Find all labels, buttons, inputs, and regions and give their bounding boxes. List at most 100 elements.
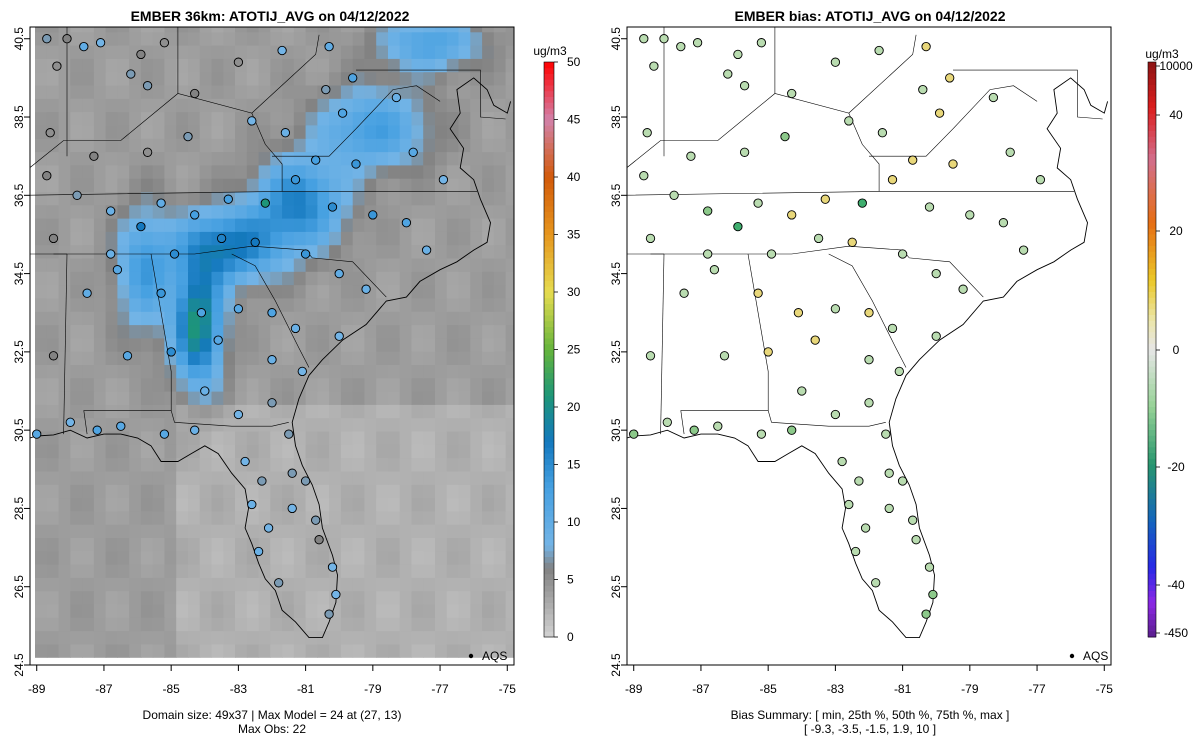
model-cell xyxy=(235,577,248,592)
model-cell xyxy=(458,257,471,272)
model-cell xyxy=(352,430,366,445)
model-cell xyxy=(352,58,366,73)
model-cell xyxy=(340,564,354,578)
bias-site xyxy=(847,237,857,247)
model-cell xyxy=(70,138,83,153)
model-cell xyxy=(176,590,189,605)
model-cell xyxy=(270,470,283,485)
x-tick-label: -81 xyxy=(297,682,315,696)
state-border xyxy=(170,410,289,427)
model-cell xyxy=(505,430,514,445)
model-cell xyxy=(58,457,71,472)
colorbar-segment xyxy=(544,453,554,460)
model-cell xyxy=(352,271,366,286)
model-cell xyxy=(317,430,330,445)
colorbar-tick-label: 30 xyxy=(567,285,581,299)
model-cell xyxy=(388,630,401,645)
model-cell xyxy=(46,111,60,126)
model-cell xyxy=(493,497,507,512)
model-cell xyxy=(482,191,495,206)
model-cell xyxy=(399,284,413,299)
model-cell xyxy=(223,58,236,73)
model-cell xyxy=(376,71,389,86)
model-cell xyxy=(176,191,189,206)
model-cell xyxy=(46,630,60,645)
model-cell xyxy=(129,297,142,312)
colorbar-segment xyxy=(1148,96,1156,103)
model-cell xyxy=(493,204,507,219)
model-cell xyxy=(82,31,95,46)
model-cell xyxy=(58,45,71,59)
model-cell xyxy=(35,603,48,618)
colorbar-segment xyxy=(1148,355,1156,362)
model-cell xyxy=(435,577,448,592)
model-cell xyxy=(423,27,436,33)
colorbar-tick-label: 50 xyxy=(567,55,581,69)
model-cell xyxy=(140,111,154,126)
model-cell xyxy=(482,178,495,192)
model-cell xyxy=(199,151,213,166)
model-cell xyxy=(352,630,366,645)
model-cell xyxy=(176,417,189,432)
model-cell xyxy=(293,510,307,525)
model-cell xyxy=(117,564,130,578)
model-cell xyxy=(129,470,142,485)
model-cell xyxy=(164,45,177,59)
model-cell xyxy=(140,444,154,459)
model-cell xyxy=(223,84,236,99)
model-cell xyxy=(223,151,236,166)
model-cell xyxy=(399,643,413,658)
model-cell xyxy=(435,404,448,419)
model-cell xyxy=(152,577,166,592)
model-cell xyxy=(482,58,495,73)
model-cell xyxy=(188,351,201,365)
colorbar-segment xyxy=(544,177,554,184)
model-cell xyxy=(199,257,213,272)
model-cell xyxy=(70,510,83,525)
model-cell xyxy=(293,231,307,246)
model-cell xyxy=(388,617,401,632)
model-cell xyxy=(46,391,60,405)
model-cell xyxy=(70,444,83,459)
model-cell xyxy=(317,257,330,272)
model-cell xyxy=(188,45,201,59)
model-cell xyxy=(435,58,448,73)
model-cell xyxy=(340,577,354,592)
model-cell xyxy=(470,284,483,299)
observation-site xyxy=(183,131,193,142)
model-cell xyxy=(199,603,213,618)
model-cell xyxy=(176,470,189,485)
model-cell xyxy=(93,630,107,645)
model-cell xyxy=(376,391,389,405)
model-cell xyxy=(117,111,130,126)
model-cell xyxy=(211,470,224,485)
model-cell xyxy=(246,470,260,485)
y-tick-label: 30.5 xyxy=(609,418,623,442)
model-cell xyxy=(93,577,107,592)
model-cell xyxy=(411,98,424,113)
model-cell xyxy=(423,297,436,312)
bias-site xyxy=(908,155,918,165)
model-cell xyxy=(376,364,389,379)
model-cell xyxy=(164,404,177,419)
model-cell xyxy=(129,643,142,658)
observation-site xyxy=(290,175,301,185)
model-cell xyxy=(411,603,424,618)
model-cell xyxy=(446,58,460,73)
model-cell xyxy=(435,311,448,326)
model-cell xyxy=(435,244,448,259)
model-cell xyxy=(270,98,283,113)
model-cell xyxy=(46,617,60,632)
colorbar-segment xyxy=(544,154,554,161)
model-cell xyxy=(235,31,248,46)
model-cell xyxy=(35,84,48,99)
model-cell xyxy=(305,457,318,472)
model-cell xyxy=(246,391,260,405)
colorbar-segment xyxy=(544,292,554,299)
model-cell xyxy=(411,377,424,392)
colorbar-segment xyxy=(1148,522,1156,529)
model-cell xyxy=(105,178,118,192)
bias-site xyxy=(766,249,777,259)
model-cell xyxy=(482,550,495,565)
model-cell xyxy=(93,284,107,299)
